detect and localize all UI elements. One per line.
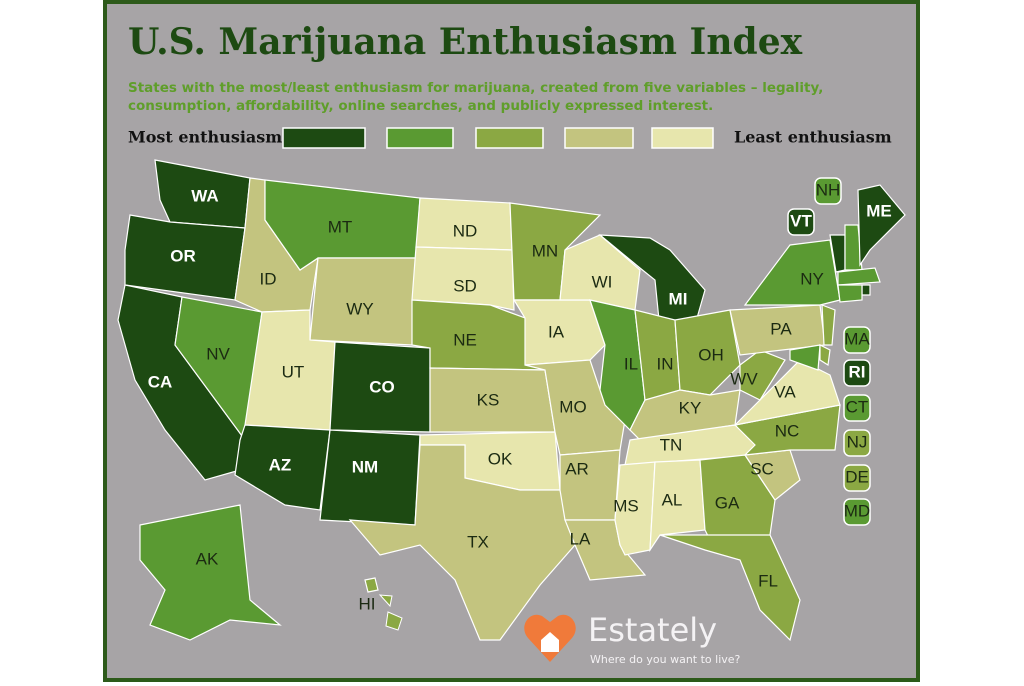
state-label: WA	[191, 186, 218, 205]
state-label: MT	[328, 217, 353, 236]
state-label: MA	[844, 329, 870, 348]
state	[649, 459, 706, 553]
state-label: DE	[845, 467, 869, 486]
state-label: HI	[359, 594, 376, 613]
state-label: IN	[657, 354, 674, 373]
states: WA OR CA NV ID MT WY UT CO AZ NM ND SD NE KS OK TX MN IA MO…	[117, 159, 906, 642]
state-label: KY	[679, 398, 702, 417]
state	[789, 344, 821, 371]
state-label: OK	[488, 449, 513, 468]
logo-house	[541, 632, 559, 652]
state-badge	[843, 326, 871, 354]
state-label: VA	[774, 382, 796, 401]
state-badge	[843, 359, 871, 387]
state-label: NM	[352, 457, 378, 476]
state-label: TX	[467, 532, 489, 551]
state	[319, 429, 421, 526]
state-label: WI	[592, 272, 613, 291]
legend-swatch	[282, 127, 366, 149]
state-label: NJ	[847, 432, 868, 451]
state	[819, 344, 831, 367]
state	[364, 577, 379, 593]
state-island	[385, 611, 403, 631]
state-label: ND	[453, 221, 478, 240]
legend-swatch	[386, 127, 454, 149]
state-label: CT	[846, 397, 869, 416]
state-label: OH	[698, 345, 724, 364]
state	[821, 304, 836, 346]
state-label: OR	[170, 246, 196, 265]
state	[659, 534, 801, 642]
logo-tagline: Where do you want to live?	[590, 653, 741, 666]
state-label: LA	[570, 529, 591, 548]
state-label: UT	[282, 362, 305, 381]
state-label: AR	[565, 459, 589, 478]
state-label: TN	[660, 435, 683, 454]
state-label: CO	[369, 377, 395, 396]
state	[674, 309, 741, 396]
state-island	[378, 594, 393, 608]
legend-swatch	[564, 127, 634, 149]
state	[857, 184, 906, 267]
state-label: PA	[770, 319, 792, 338]
state-label: NV	[206, 344, 230, 363]
logo: Estately Where do you want to live?	[524, 611, 741, 666]
state	[139, 504, 282, 641]
legend-swatch	[651, 127, 714, 149]
state-label: NC	[775, 421, 800, 440]
state-label: ME	[866, 201, 892, 220]
state-badge	[843, 429, 871, 457]
title: U.S. Marijuana Enthusiasm Index	[128, 21, 803, 63]
state-label: RI	[849, 362, 866, 381]
state-label: FL	[758, 571, 778, 590]
state-label: IA	[548, 322, 565, 341]
state-label: VT	[790, 211, 812, 230]
state-label: ID	[260, 269, 277, 288]
state-label: NH	[816, 180, 841, 199]
state	[861, 284, 871, 296]
state	[348, 444, 576, 641]
state	[837, 267, 881, 286]
state-label: MO	[559, 397, 586, 416]
state-label: GA	[715, 493, 740, 512]
state-badge	[843, 464, 871, 492]
legend-label: Least enthusiasm	[734, 128, 892, 147]
subtitle: consumption, affordability, online searc…	[128, 98, 713, 114]
state-badge	[787, 208, 815, 236]
state	[629, 389, 741, 441]
state-label: WV	[730, 369, 758, 388]
legend-label: Most enthusiasm	[128, 128, 282, 147]
subtitle: States with the most/least enthusiasm fo…	[128, 80, 823, 96]
state-label: MI	[669, 289, 688, 308]
state-label: WY	[346, 299, 373, 318]
state-badge	[843, 394, 871, 422]
state-label: SC	[750, 459, 774, 478]
state-label: MN	[532, 241, 558, 260]
state	[743, 239, 841, 306]
state-label: MD	[844, 501, 870, 520]
state-label: AZ	[269, 455, 292, 474]
state-badge	[843, 498, 871, 526]
logo-name: Estately	[588, 611, 717, 649]
state-label: MS	[613, 496, 639, 515]
state-label: AL	[662, 490, 683, 509]
legend	[282, 127, 714, 149]
state-label: NE	[453, 330, 477, 349]
state-label: CA	[148, 372, 173, 391]
state	[411, 246, 515, 311]
state-label: NY	[800, 269, 824, 288]
state-label: IL	[624, 354, 638, 373]
state-label: SD	[453, 276, 477, 295]
state-label: KS	[477, 390, 500, 409]
state-label: AK	[196, 549, 219, 568]
legend-swatch	[475, 127, 544, 149]
state-badge	[814, 177, 842, 205]
state	[837, 284, 863, 303]
